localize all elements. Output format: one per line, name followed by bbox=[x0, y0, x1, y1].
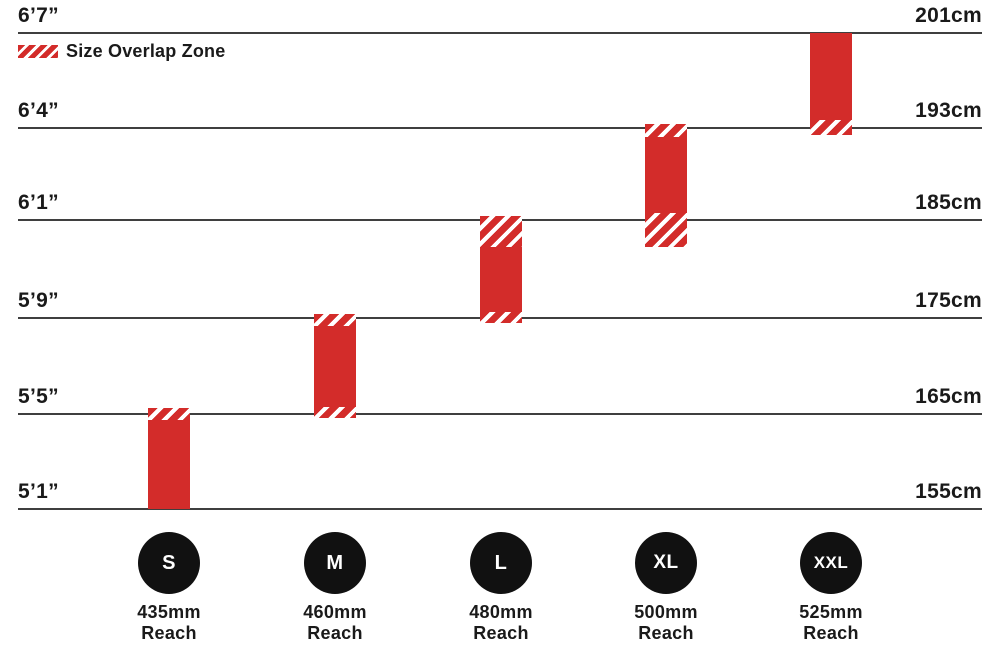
height-label-imperial: 5’9” bbox=[18, 289, 59, 312]
size-overlap-legend: Size Overlap Zone bbox=[18, 41, 225, 62]
reach-label-xxl: 525mm Reach bbox=[799, 602, 863, 643]
size-range-bar-l bbox=[480, 247, 522, 312]
size-badge-xxl: XXL bbox=[800, 532, 862, 594]
overlap-zone-xl bbox=[645, 124, 687, 137]
height-label-metric: 175cm bbox=[915, 289, 982, 312]
height-label-metric: 193cm bbox=[915, 99, 982, 122]
height-gridline bbox=[18, 127, 982, 129]
height-label-metric: 201cm bbox=[915, 4, 982, 27]
legend-label: Size Overlap Zone bbox=[66, 41, 226, 61]
height-label-imperial: 6’4” bbox=[18, 99, 59, 122]
height-gridline bbox=[18, 508, 982, 510]
height-label-imperial: 6’7” bbox=[18, 4, 59, 27]
overlap-zone-l bbox=[480, 216, 522, 247]
size-badge-label: XXL bbox=[813, 553, 849, 572]
overlap-zone-l bbox=[480, 312, 522, 323]
reach-label-xl: 500mm Reach bbox=[634, 602, 698, 643]
height-label-metric: 165cm bbox=[915, 385, 982, 408]
size-range-bar-m bbox=[314, 326, 356, 407]
size-range-bar-xxl bbox=[810, 33, 852, 120]
size-badge-s: S bbox=[138, 532, 200, 594]
height-label-imperial: 6’1” bbox=[18, 191, 59, 214]
height-label-metric: 185cm bbox=[915, 191, 982, 214]
size-badge-label: XL bbox=[653, 552, 679, 573]
reach-label-s: 435mm Reach bbox=[137, 602, 201, 643]
overlap-zone-m bbox=[314, 407, 356, 418]
height-label-imperial: 5’1” bbox=[18, 480, 59, 503]
size-badge-l: L bbox=[470, 532, 532, 594]
overlap-zone-xxl bbox=[810, 120, 852, 135]
reach-label-m: 460mm Reach bbox=[303, 602, 367, 643]
size-range-bar-s bbox=[148, 420, 190, 509]
size-range-bar-xl bbox=[645, 137, 687, 213]
height-gridline bbox=[18, 413, 982, 415]
reach-label-l: 480mm Reach bbox=[469, 602, 533, 643]
overlap-hatch-swatch-icon bbox=[18, 45, 58, 58]
height-gridline bbox=[18, 32, 982, 34]
height-label-imperial: 5’5” bbox=[18, 385, 59, 408]
overlap-zone-s bbox=[148, 408, 190, 420]
size-badge-label: L bbox=[494, 551, 508, 574]
height-label-metric: 155cm bbox=[915, 480, 982, 503]
size-badge-label: S bbox=[162, 551, 176, 574]
size-badge-m: M bbox=[304, 532, 366, 594]
overlap-zone-xl bbox=[645, 213, 687, 247]
size-badge-label: M bbox=[326, 551, 344, 574]
size-badge-xl: XL bbox=[635, 532, 697, 594]
overlap-zone-m bbox=[314, 314, 356, 326]
